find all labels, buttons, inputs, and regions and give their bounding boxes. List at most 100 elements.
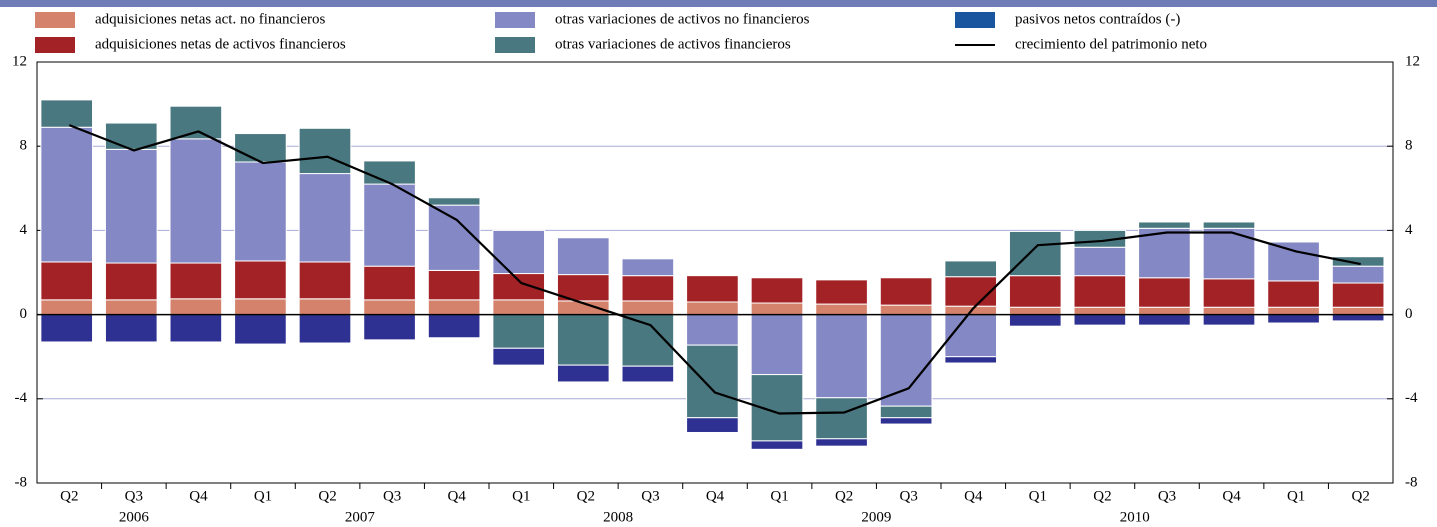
bar-segment: [492, 347, 546, 366]
bar-segment: [686, 301, 739, 316]
bar-segment: [1138, 277, 1191, 308]
y-tick-label: 12: [12, 53, 27, 69]
legend-label: otras variaciones de activos financieros: [555, 36, 791, 52]
bar-segment: [169, 105, 223, 140]
bar-segment: [427, 299, 481, 316]
bar-segment: [298, 314, 352, 344]
legend-label: pasivos netos contraídos (-): [1015, 11, 1180, 27]
bar-segment: [1138, 306, 1191, 316]
bar-segment: [1331, 282, 1385, 308]
bar-segment: [879, 405, 933, 419]
x-tick-label: Q2: [835, 488, 853, 504]
bar-segment: [427, 314, 481, 339]
legend-swatch: [495, 12, 535, 28]
bar-segment: [815, 314, 868, 399]
bar-segment: [1202, 278, 1256, 308]
year-label: 2010: [1120, 509, 1150, 525]
bar-segment: [1008, 306, 1062, 316]
bar-segment: [40, 99, 94, 128]
bar-segment: [234, 133, 287, 163]
legend-swatch: [495, 37, 535, 53]
bar-segment: [1331, 314, 1385, 322]
bar-segment: [621, 365, 675, 383]
line-series: [68, 124, 1361, 415]
bar-segment: [298, 127, 352, 175]
x-tick-label: Q2: [1093, 488, 1111, 504]
bar-segment: [1008, 275, 1062, 308]
x-tick-label: Q1: [512, 488, 530, 504]
bar-segment: [363, 183, 416, 267]
bar-segment: [234, 298, 287, 316]
plot-frame: [36, 61, 1394, 484]
bar-segment: [944, 276, 998, 307]
y-tick-label: -8: [15, 474, 28, 490]
x-tick-label: Q1: [1287, 488, 1305, 504]
bar-segment: [169, 262, 223, 300]
bar-segment: [1331, 256, 1385, 267]
y2-tick-label: -4: [1405, 390, 1418, 406]
bar-segment: [815, 438, 868, 447]
bar-segment: [492, 273, 546, 301]
bar-segment: [1073, 306, 1127, 316]
bar-segment: [234, 260, 287, 300]
bar-segment: [363, 299, 416, 316]
bar-segment: [1202, 306, 1256, 316]
y-tick-label: 8: [20, 138, 28, 154]
y2-tick-label: 0: [1405, 306, 1413, 322]
bar-segment: [1202, 221, 1256, 229]
bar-segment: [1138, 221, 1191, 229]
bar-segment: [1202, 314, 1256, 326]
x-tick-label: Q1: [1029, 488, 1047, 504]
legend-label: otras variaciones de activos no financie…: [555, 11, 810, 27]
y2-tick-label: 8: [1405, 138, 1413, 154]
y-tick-label: 4: [20, 222, 28, 238]
bar-segment: [363, 160, 416, 185]
x-tick-label: Q3: [125, 488, 143, 504]
bar-segment: [1267, 280, 1320, 308]
bar-segment: [556, 314, 610, 366]
bar-segment: [104, 299, 158, 316]
bar-segment: [1138, 314, 1191, 326]
legend-label: adquisiciones netas de activos financier…: [95, 36, 346, 52]
bar-segment: [1267, 314, 1320, 324]
bar-segment: [879, 417, 933, 425]
bar-segment: [363, 314, 416, 341]
x-tick-label: Q4: [706, 488, 725, 504]
legend-swatch: [955, 12, 995, 28]
y2-tick-label: -8: [1405, 474, 1418, 490]
bar-segment: [750, 277, 804, 304]
x-tick-label: Q2: [577, 488, 595, 504]
year-label: 2009: [861, 509, 891, 525]
y-tick-label: 0: [20, 306, 28, 322]
bar-segment: [556, 237, 610, 276]
x-tick-label: Q1: [770, 488, 788, 504]
y2-tick-label: 4: [1405, 222, 1413, 238]
bar-segment: [750, 314, 804, 376]
legend-swatch: [35, 37, 75, 53]
bar-segment: [1073, 314, 1127, 326]
x-tick-label: Q4: [964, 488, 983, 504]
bar-segment: [169, 138, 223, 264]
bar-segment: [298, 261, 352, 300]
bar-segment: [1008, 314, 1062, 327]
bar-segment: [1073, 275, 1127, 308]
x-tick-label: Q4: [1222, 488, 1241, 504]
year-label: 2006: [119, 509, 150, 525]
bar-segment: [750, 302, 804, 316]
bar-segment: [298, 298, 352, 316]
year-label: 2008: [603, 509, 633, 525]
bar-segment: [944, 260, 998, 278]
bar-segment: [621, 258, 675, 277]
bar-segment: [815, 397, 868, 440]
bar-segment: [40, 314, 94, 343]
year-label: 2007: [345, 509, 376, 525]
x-tick-label: Q3: [1158, 488, 1176, 504]
bar-segment: [1202, 227, 1256, 280]
x-tick-label: Q1: [254, 488, 272, 504]
bar-segment: [104, 262, 158, 301]
bar-segment: [750, 440, 804, 450]
bar-segment: [104, 148, 158, 264]
bar-segment: [298, 173, 352, 263]
bar-segment: [492, 229, 546, 275]
